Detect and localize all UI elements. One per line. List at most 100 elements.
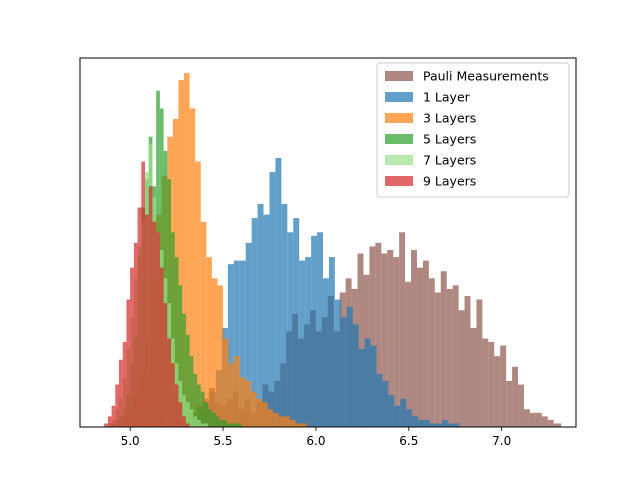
histogram-bar (400, 398, 407, 427)
histogram-bar (178, 285, 183, 427)
histogram-bar (295, 423, 302, 427)
histogram-bar (200, 423, 205, 427)
histogram-bar (405, 281, 412, 427)
histogram-bar (130, 267, 134, 427)
histogram-bar (452, 285, 459, 427)
histogram-bar (305, 257, 312, 427)
histogram-bar (185, 402, 190, 427)
histogram-bar (422, 260, 429, 427)
histogram-bar (163, 303, 168, 427)
histogram-bar (382, 380, 389, 427)
histogram-bar (178, 80, 185, 427)
histogram-bar (416, 267, 423, 427)
x-tick-label: 6.0 (306, 434, 325, 448)
histogram-bar (211, 412, 216, 427)
histogram-bar (104, 423, 108, 427)
histogram-bar (178, 402, 183, 427)
histogram-bar (119, 359, 123, 427)
histogram-bar (182, 395, 186, 427)
histogram-bar (275, 157, 282, 427)
histogram-bar (269, 172, 276, 427)
histogram-bar (311, 235, 318, 427)
histogram-bar (211, 278, 218, 427)
histogram-bar (440, 271, 447, 427)
histogram-bar (370, 345, 377, 427)
histogram-bar (126, 299, 131, 427)
histogram-bar (358, 349, 365, 427)
histogram-bar (369, 246, 376, 427)
histogram-bar (237, 423, 242, 427)
x-tick-label: 5.5 (213, 434, 232, 448)
histogram-bar (185, 423, 190, 427)
histogram-bar (200, 391, 205, 427)
histogram-bar (441, 419, 448, 427)
histogram-bar (375, 242, 382, 427)
histogram-bar (464, 296, 471, 427)
x-tick-label: 5.0 (121, 434, 140, 448)
histogram-bar (182, 416, 186, 427)
histogram-bar (328, 257, 335, 427)
histogram-bar (197, 419, 201, 427)
histogram-bar (518, 384, 524, 427)
histogram-bar (122, 342, 127, 427)
histogram-bar (193, 373, 198, 427)
histogram-bar (171, 232, 175, 427)
histogram-bar (159, 267, 164, 427)
histogram-bar (137, 207, 142, 427)
histogram-bar (494, 356, 501, 427)
histogram-bar (411, 250, 417, 427)
histogram-bar (387, 250, 394, 427)
histogram-bar (364, 338, 371, 427)
histogram-bar (482, 338, 489, 427)
histogram-bar (506, 380, 513, 427)
histogram-bar (148, 186, 153, 427)
histogram-bar (133, 242, 138, 427)
axes-frame (79, 57, 577, 428)
histogram-bar (228, 363, 235, 427)
histogram-bar (340, 317, 347, 427)
histogram-bar (352, 324, 359, 427)
histogram-bar (223, 419, 227, 427)
legend-swatch-3-layers (385, 113, 413, 123)
histogram-bar (541, 416, 548, 427)
histogram-bar (174, 257, 179, 427)
histogram-bar (208, 409, 212, 427)
histogram-bar (234, 423, 238, 427)
legend-label-5-layers: 5 Layers (423, 132, 476, 147)
histogram-bar (267, 409, 274, 427)
histogram-bar (394, 405, 401, 427)
histogram-bar (227, 264, 234, 427)
histogram-bar (412, 416, 419, 427)
histogram-bar (200, 221, 207, 427)
histogram-bar (428, 278, 435, 427)
histogram-bar (185, 334, 190, 427)
histogram-bar (453, 423, 460, 427)
histogram-bar (393, 257, 400, 427)
histogram-bar (535, 412, 542, 427)
histogram-bar (376, 373, 383, 427)
histogram-bar (219, 419, 224, 427)
histogram-bar (301, 423, 307, 427)
histogram-bar (429, 423, 436, 427)
histogram-bar (230, 423, 235, 427)
histogram-bar (547, 419, 554, 427)
series-9-layers (104, 161, 190, 427)
x-tick-label: 7.0 (492, 434, 511, 448)
histogram-bar (458, 310, 465, 427)
histogram-bar (418, 419, 425, 427)
histogram-bar (189, 108, 196, 428)
histogram-bar (233, 260, 240, 427)
histogram-bar (250, 391, 257, 427)
histogram-bar (470, 327, 477, 427)
histogram-bar (174, 384, 179, 427)
histogram-bar (284, 416, 290, 427)
histogram-bar (115, 384, 120, 427)
histogram-bar (197, 384, 201, 427)
histogram-bar (406, 409, 413, 427)
legend-label-1-layer: 1 Layer (423, 90, 471, 105)
histogram-bar (239, 377, 246, 427)
histogram-bar (529, 412, 536, 427)
histogram-bar (226, 423, 231, 427)
histogram-bar (488, 342, 495, 427)
